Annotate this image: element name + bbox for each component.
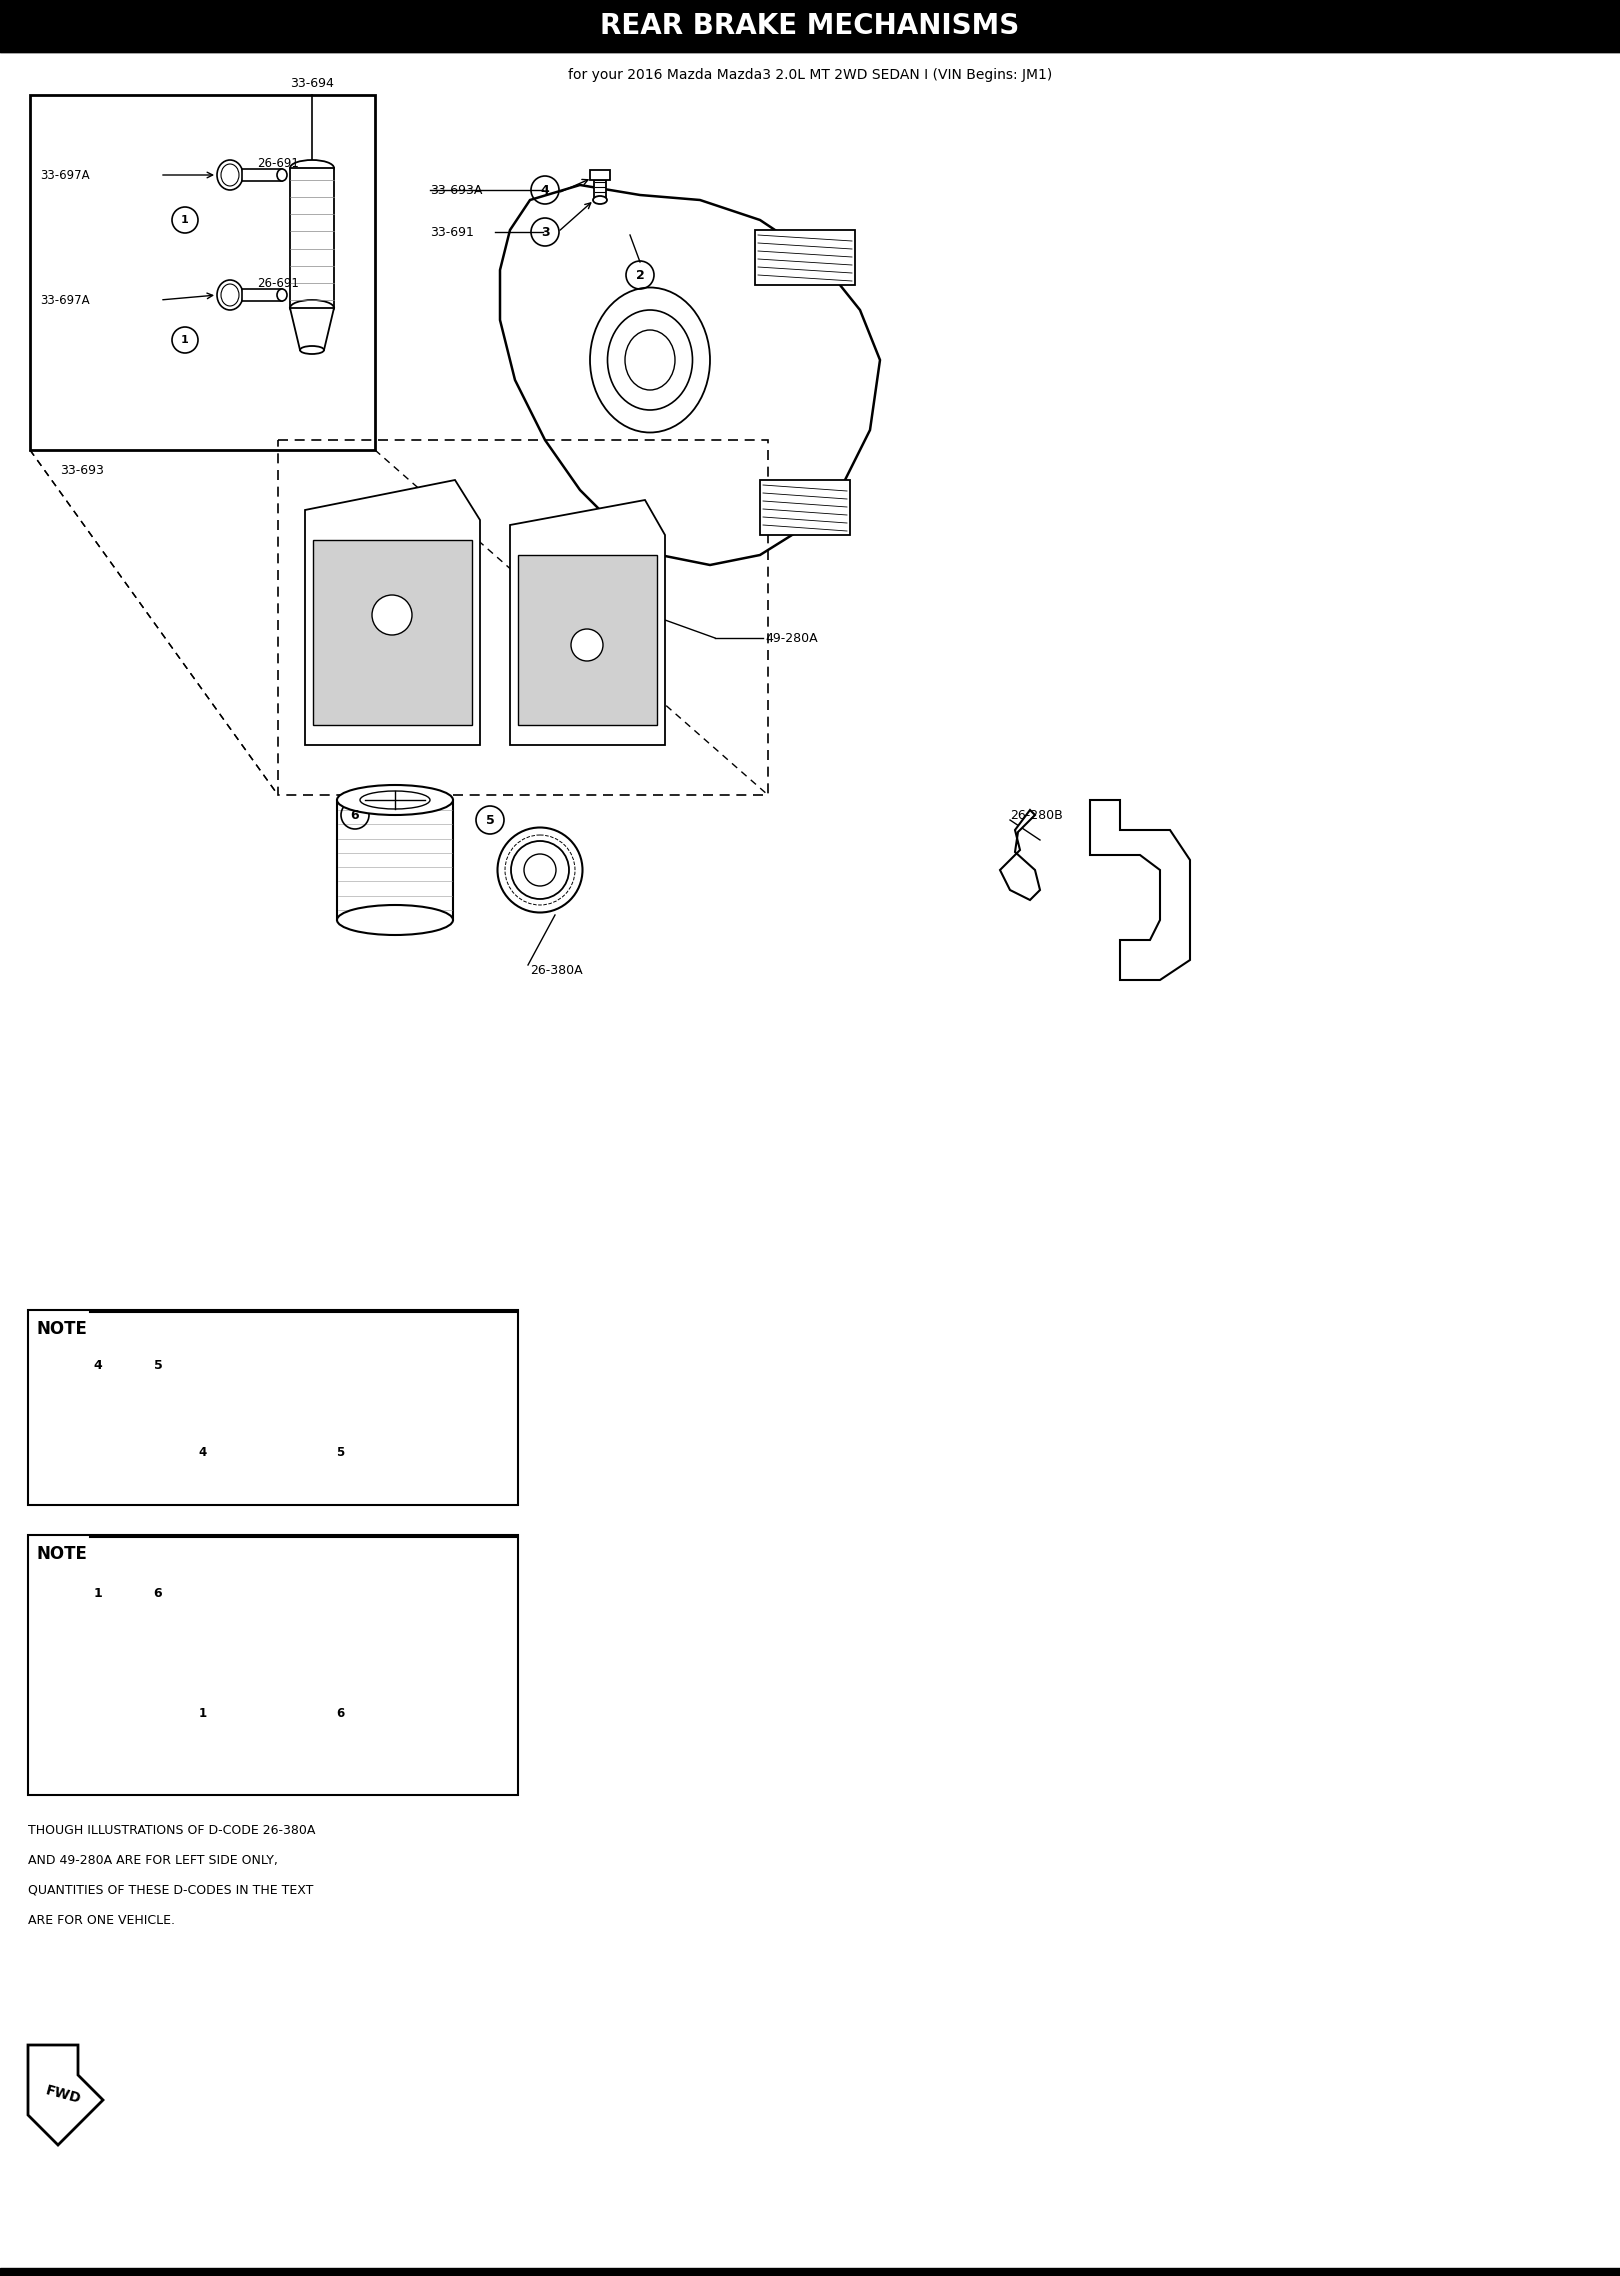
Text: ARE FOR ONE VEHICLE.: ARE FOR ONE VEHICLE. <box>28 1914 175 1925</box>
Text: QUANTITIES OF THESE D-CODES IN THE TEXT: QUANTITIES OF THESE D-CODES IN THE TEXT <box>28 1885 313 1896</box>
Text: 5: 5 <box>486 813 494 826</box>
Text: 26-380A: 26-380A <box>530 963 583 976</box>
Polygon shape <box>501 184 880 564</box>
Text: THROUGH: THROUGH <box>220 1707 292 1718</box>
Ellipse shape <box>590 287 710 432</box>
Bar <box>595 180 606 200</box>
Bar <box>755 230 855 284</box>
Text: 3: 3 <box>541 225 549 239</box>
Ellipse shape <box>277 289 287 300</box>
Text: 4: 4 <box>199 1445 207 1459</box>
Text: 33-697A: 33-697A <box>40 168 89 182</box>
Text: 33-693A: 33-693A <box>429 184 483 196</box>
Bar <box>28 1311 518 1504</box>
Ellipse shape <box>290 159 334 175</box>
Text: REAR BRAKE MECHANISMS: REAR BRAKE MECHANISMS <box>601 11 1019 41</box>
Ellipse shape <box>217 159 243 189</box>
Text: for your 2016 Mazda Mazda3 2.0L MT 2WD SEDAN I (VIN Begins: JM1): for your 2016 Mazda Mazda3 2.0L MT 2WD S… <box>569 68 1051 82</box>
Text: 4: 4 <box>541 184 549 196</box>
Bar <box>313 539 471 726</box>
Bar <box>241 168 282 182</box>
Polygon shape <box>1090 799 1191 981</box>
Text: 33-691: 33-691 <box>429 225 475 239</box>
Text: 1: 1 <box>94 1586 102 1600</box>
Text: ···: ··· <box>117 1356 131 1372</box>
Polygon shape <box>510 501 664 744</box>
Text: FWD: FWD <box>44 2083 83 2108</box>
Text: 4: 4 <box>94 1359 102 1372</box>
Text: NOTE: NOTE <box>36 1545 87 1564</box>
Text: 26-98Z: 26-98Z <box>193 1643 241 1655</box>
Text: 26-99Z: 26-99Z <box>193 1661 241 1675</box>
Text: CONSISTS OF: CONSISTS OF <box>287 1650 374 1664</box>
Text: 26-691: 26-691 <box>258 157 298 168</box>
Text: NOTE: NOTE <box>36 1320 87 1338</box>
Text: FIGURE NUMBERS: FIGURE NUMBERS <box>40 1445 157 1459</box>
Text: 1: 1 <box>181 214 190 225</box>
Ellipse shape <box>337 906 454 935</box>
Text: 49-280A: 49-280A <box>765 630 818 644</box>
Text: 6: 6 <box>154 1586 162 1600</box>
Bar <box>279 439 768 794</box>
Circle shape <box>373 594 411 635</box>
Text: ···: ··· <box>117 1586 131 1600</box>
Bar <box>241 289 282 300</box>
Bar <box>337 799 454 920</box>
Ellipse shape <box>277 168 287 182</box>
Text: ⇒ 26-98Z: ⇒ 26-98Z <box>177 1586 254 1600</box>
Text: THROUGH: THROUGH <box>220 1445 292 1459</box>
Ellipse shape <box>593 196 608 205</box>
Text: 33-693: 33-693 <box>60 464 104 476</box>
Text: CONSISTS OF: CONSISTS OF <box>274 1404 363 1416</box>
Ellipse shape <box>360 792 429 808</box>
Polygon shape <box>305 480 480 744</box>
Text: 6: 6 <box>335 1707 343 1718</box>
Text: THOUGH ILLUSTRATIONS OF D-CODE 26-380A: THOUGH ILLUSTRATIONS OF D-CODE 26-380A <box>28 1823 316 1837</box>
Bar <box>760 480 850 535</box>
Text: 2: 2 <box>635 269 645 282</box>
Text: THE D-CODE OF: THE D-CODE OF <box>40 1650 144 1664</box>
Text: THE D-CODE OF: THE D-CODE OF <box>40 1404 144 1416</box>
Text: 1: 1 <box>181 335 190 346</box>
Ellipse shape <box>290 300 334 316</box>
Polygon shape <box>290 307 334 351</box>
Polygon shape <box>1000 810 1040 899</box>
Bar <box>518 555 658 726</box>
Text: 33-694: 33-694 <box>290 77 334 91</box>
Ellipse shape <box>510 842 569 899</box>
Ellipse shape <box>217 280 243 310</box>
Ellipse shape <box>497 828 583 913</box>
Bar <box>590 171 611 180</box>
Text: 49-250A: 49-250A <box>190 1404 248 1416</box>
Bar <box>0 0 1620 5</box>
Text: FIGURE NUMBERS: FIGURE NUMBERS <box>40 1707 157 1718</box>
Text: 1: 1 <box>199 1707 207 1718</box>
Text: .: . <box>356 1445 360 1459</box>
Bar <box>0 0 1620 52</box>
Text: 26-99Z: 26-99Z <box>177 1609 237 1625</box>
Circle shape <box>570 628 603 660</box>
Bar <box>28 1534 518 1796</box>
Text: 26-691: 26-691 <box>258 275 298 289</box>
Bar <box>290 168 334 307</box>
Text: 6: 6 <box>350 808 360 822</box>
Text: .: . <box>356 1707 360 1718</box>
Text: ⇒ 49-250A: ⇒ 49-250A <box>177 1356 266 1372</box>
Text: 33-697A: 33-697A <box>40 294 89 307</box>
Text: 26-280B: 26-280B <box>1009 808 1063 822</box>
Text: 5: 5 <box>154 1359 162 1372</box>
Ellipse shape <box>300 346 324 355</box>
Text: 5: 5 <box>335 1445 343 1459</box>
Bar <box>0 2267 1620 2276</box>
Ellipse shape <box>337 785 454 815</box>
Text: AND 49-280A ARE FOR LEFT SIDE ONLY,: AND 49-280A ARE FOR LEFT SIDE ONLY, <box>28 1853 279 1866</box>
Bar <box>31 96 374 451</box>
